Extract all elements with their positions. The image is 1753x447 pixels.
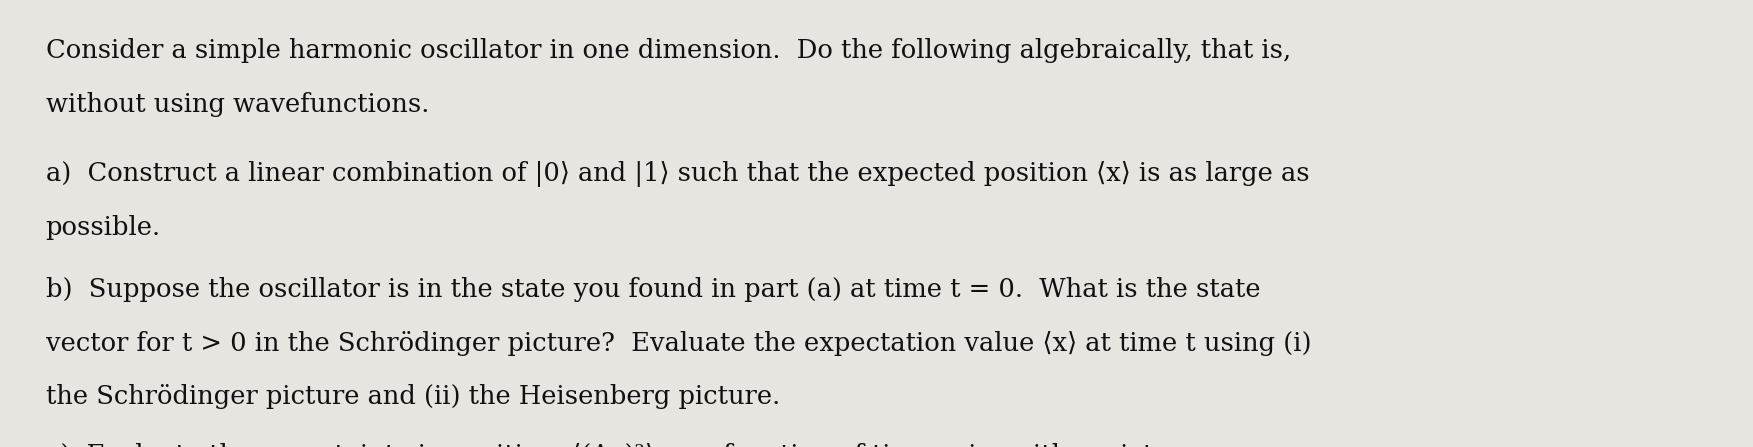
Text: without using wavefunctions.: without using wavefunctions. [46, 92, 429, 117]
Text: a)  Construct a linear combination of |0⟩ and |1⟩ such that the expected positio: a) Construct a linear combination of |0⟩… [46, 161, 1309, 187]
Text: b)  Suppose the oscillator is in the state you found in part (a) at time t = 0. : b) Suppose the oscillator is in the stat… [46, 277, 1260, 302]
Text: vector for t > 0 in the Schrödinger picture?  Evaluate the expectation value ⟨x⟩: vector for t > 0 in the Schrödinger pict… [46, 331, 1311, 356]
Text: Consider a simple harmonic oscillator in one dimension.  Do the following algebr: Consider a simple harmonic oscillator in… [46, 38, 1290, 63]
Text: the Schrödinger picture and (ii) the Heisenberg picture.: the Schrödinger picture and (ii) the Hei… [46, 384, 780, 409]
Text: possible.: possible. [46, 215, 161, 240]
Text: c)  Evaluate the uncertainty in position, ⟨(Δx)²⟩ as a function of time using ei: c) Evaluate the uncertainty in position,… [46, 443, 1204, 447]
